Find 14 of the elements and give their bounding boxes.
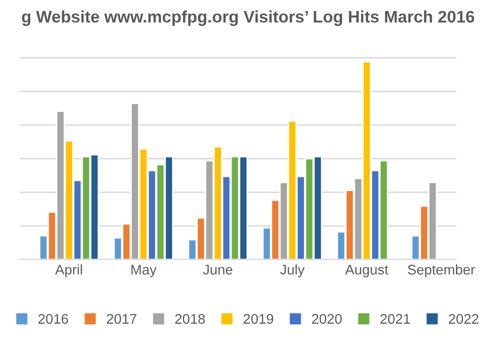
legend-label: 2020 [312, 314, 342, 324]
chart-title: g Website www.mcpfpg.org Visitors’ Log Hits March 2016 [22, 10, 474, 26]
x-tick-label: June [203, 264, 232, 275]
x-tick-label: August [345, 264, 388, 278]
legend-label: 2021 [380, 314, 410, 324]
legend-label: 2016 [38, 314, 68, 324]
x-tick-label: May [131, 264, 157, 278]
legend-label: 2018 [175, 314, 205, 324]
legend-label: 2022 [448, 314, 478, 324]
x-tick-label: September [408, 264, 475, 278]
x-tick-label: April [55, 264, 82, 278]
legend-label: 2017 [106, 314, 136, 324]
x-tick-label: July [280, 264, 305, 278]
legend-label: 2019 [244, 314, 274, 324]
